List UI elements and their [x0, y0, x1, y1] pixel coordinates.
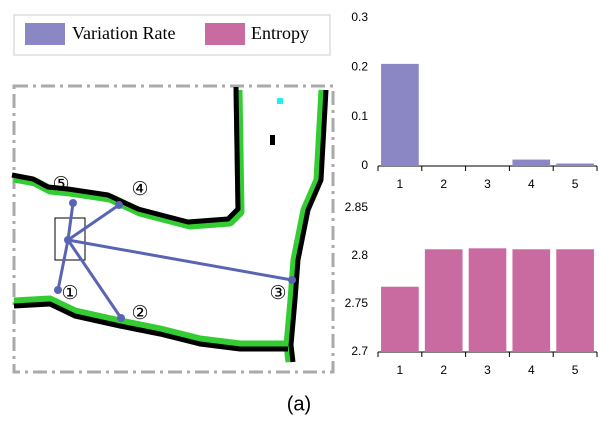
x-tick-label: 4	[528, 177, 535, 191]
bar	[556, 164, 594, 166]
x-tick-label: 1	[397, 177, 404, 191]
x-tick-label: 3	[484, 363, 491, 377]
bar	[512, 160, 550, 166]
caption: (a)	[287, 393, 311, 415]
legend-label: Variation Rate	[72, 23, 175, 43]
y-tick-label: 0.1	[351, 109, 368, 123]
x-tick-label: 3	[484, 177, 491, 191]
x-tick-label: 5	[572, 177, 579, 191]
x-tick-label: 2	[440, 177, 447, 191]
bar	[425, 249, 463, 352]
x-tick-label: 4	[528, 363, 535, 377]
y-tick-label: 2.7	[351, 344, 368, 358]
figure: Variation Rate Entropy ① ②	[0, 0, 599, 419]
y-tick-label: 2.8	[351, 248, 368, 262]
bar	[556, 249, 594, 352]
y-tick-label: 0.2	[351, 60, 368, 74]
node-label: ①	[61, 283, 78, 304]
x-tick-label: 5	[572, 363, 579, 377]
map: ① ② ③ ④ ⑤	[12, 86, 333, 372]
legend-swatch	[205, 23, 245, 45]
y-tick-label: 0	[361, 158, 368, 172]
node-label: ③	[269, 283, 286, 304]
x-tick-label: 1	[397, 363, 404, 377]
bar	[381, 287, 419, 352]
bar	[469, 248, 507, 352]
y-tick-label: 2.75	[345, 296, 369, 310]
legend-swatch	[25, 23, 65, 45]
bar	[381, 64, 419, 166]
y-tick-label: 2.85	[345, 200, 369, 214]
legend-label: Entropy	[251, 23, 309, 43]
bar	[512, 249, 550, 352]
node-label: ⑤	[52, 174, 69, 195]
node-label: ④	[131, 179, 148, 200]
node-label: ②	[131, 303, 148, 324]
x-tick-label: 2	[440, 363, 447, 377]
y-tick-label: 0.3	[351, 10, 368, 24]
